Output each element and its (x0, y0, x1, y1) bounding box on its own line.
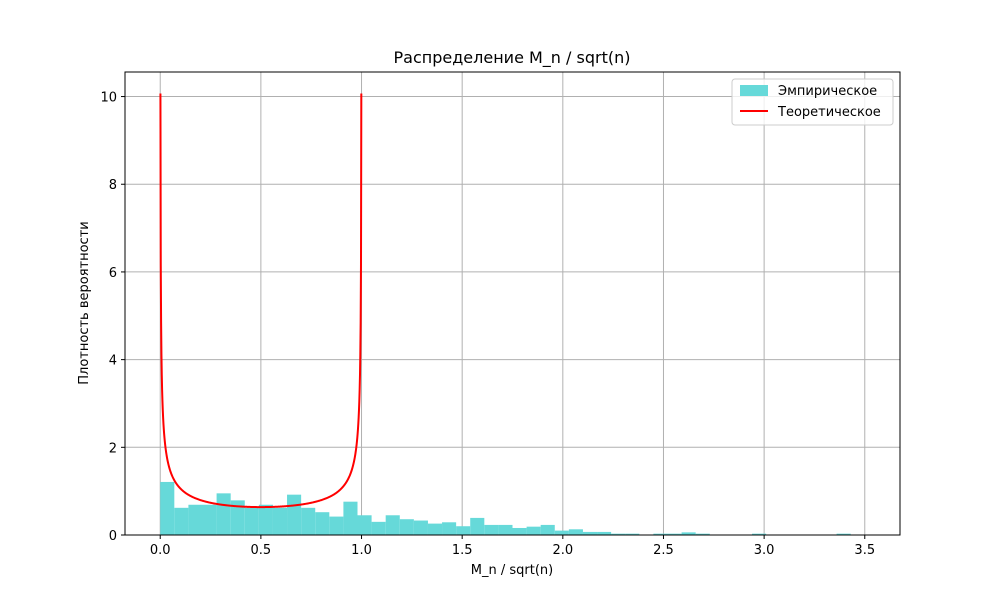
chart-title: Распределение M_n / sqrt(n) (394, 48, 631, 68)
histogram-bar (188, 504, 203, 535)
histogram-bar (667, 533, 682, 535)
y-tick-label: 0 (109, 529, 117, 544)
histogram-bar (258, 504, 273, 535)
histogram-bar (568, 529, 583, 535)
histogram-bar (625, 533, 640, 535)
histogram-bar (752, 533, 767, 535)
histogram-bar (357, 515, 372, 535)
histogram-bar (554, 530, 569, 535)
histogram-bar (597, 531, 612, 535)
legend: Эмпирическое Теоретическое (731, 78, 894, 126)
histogram-bar (442, 522, 457, 535)
histogram-bar (287, 494, 302, 535)
histogram-bar (836, 533, 851, 535)
plot-area-frame (124, 71, 901, 536)
x-tick-label: 2.0 (552, 543, 573, 558)
histogram-bar (371, 521, 386, 535)
histogram-bar (681, 532, 696, 535)
histogram-bar (413, 520, 428, 535)
x-axis-label: M_n / sqrt(n) (471, 563, 553, 578)
histogram-bar (301, 507, 316, 535)
histogram-bar (174, 507, 189, 535)
histogram-bar (160, 481, 175, 535)
y-tick-label: 4 (109, 354, 117, 369)
y-axis-label: Плотность вероятности (77, 221, 92, 384)
histogram-bar (202, 504, 217, 535)
theoretical-curve-layer (159, 93, 363, 509)
y-tick-label: 10 (100, 91, 117, 106)
axis-ticks: 0.0 0.5 1.0 1.5 2.0 2.5 3.0 3.5 0 2 4 6 8 10 (100, 91, 875, 558)
histogram-bar (470, 517, 485, 535)
histogram-bar (399, 519, 414, 535)
histogram-bar (498, 524, 513, 535)
histogram-bar (427, 523, 443, 535)
histogram-bar (611, 533, 626, 535)
histogram-bar (695, 533, 710, 535)
legend-label-empirical: Эмпирическое (778, 84, 877, 99)
histogram-bar (329, 516, 344, 535)
y-tick-label: 2 (109, 441, 117, 456)
histogram-bar (230, 500, 245, 535)
histogram-bar (653, 533, 668, 535)
legend-label-theoretical: Теоретическое (777, 105, 881, 120)
histogram-bar (484, 524, 499, 535)
y-tick-label: 8 (109, 178, 117, 193)
x-tick-label: 3.5 (854, 543, 875, 558)
theoretical-density-line (159, 93, 363, 509)
histogram-bars (160, 481, 851, 535)
histogram-bar (512, 527, 527, 535)
histogram-bar (315, 512, 330, 535)
histogram-bar (244, 507, 259, 535)
histogram-bar (216, 493, 231, 535)
x-tick-label: 1.5 (452, 543, 473, 558)
histogram-bar (385, 515, 400, 535)
y-tick-label: 6 (109, 266, 117, 281)
histogram-bar (272, 507, 288, 535)
histogram-bar (540, 524, 555, 535)
legend-swatch-empirical (740, 85, 768, 96)
x-tick-label: 3.0 (754, 543, 775, 558)
x-tick-label: 2.5 (653, 543, 674, 558)
histogram-bar (582, 531, 598, 535)
histogram-bar (456, 526, 471, 535)
x-tick-label: 1.0 (351, 543, 372, 558)
x-tick-label: 0.0 (150, 543, 171, 558)
x-tick-label: 0.5 (251, 543, 272, 558)
legend-box (731, 78, 894, 126)
histogram-bar (343, 501, 358, 535)
histogram-bar (526, 526, 541, 535)
